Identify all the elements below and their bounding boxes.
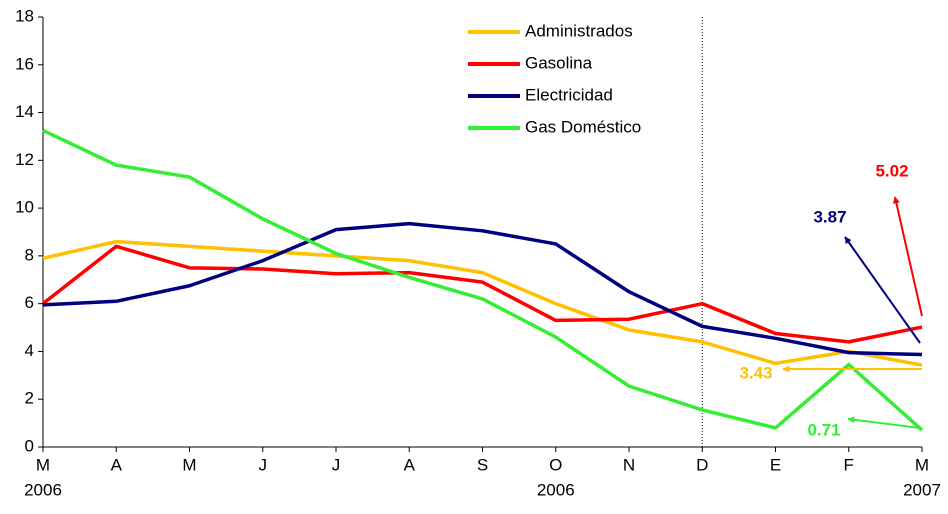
legend-label: Electricidad [525, 85, 613, 104]
series-line [42, 128, 924, 432]
y-tick-label: 10 [15, 198, 34, 217]
x-tick-label: N [623, 455, 635, 474]
legend-label: Gasolina [525, 53, 593, 72]
x-tick-label: J [259, 455, 268, 474]
annotation: 3.43 [739, 363, 772, 382]
annotation-arrow [844, 236, 921, 344]
x-tick-label: S [477, 455, 488, 474]
x-tick-label: D [696, 455, 708, 474]
x-tick-label: A [111, 455, 123, 474]
y-tick-label: 16 [15, 54, 34, 73]
annotation-arrow [892, 196, 923, 317]
annotation-arrow [847, 416, 921, 429]
x-tick-label: O [549, 455, 562, 474]
x-tick-label: M [36, 455, 50, 474]
annotation: 3.87 [813, 207, 846, 226]
y-tick-label: 18 [15, 6, 34, 25]
y-tick-label: 6 [25, 293, 34, 312]
annotation: 0.71 [807, 420, 840, 439]
y-tick-label: 2 [25, 389, 34, 408]
y-tick-label: 14 [15, 102, 34, 121]
series-line [42, 221, 923, 357]
year-label: 2007 [903, 480, 941, 499]
x-tick-label: E [770, 455, 781, 474]
x-tick-label: M [915, 455, 929, 474]
x-tick-label: A [404, 455, 416, 474]
y-tick-label: 12 [15, 150, 34, 169]
legend-label: Administrados [525, 21, 633, 40]
year-label: 2006 [24, 480, 62, 499]
y-tick-label: 0 [25, 436, 34, 455]
x-tick-label: M [182, 455, 196, 474]
y-tick-label: 8 [25, 245, 34, 264]
x-tick-label: J [332, 455, 341, 474]
x-tick-label: F [844, 455, 854, 474]
annotation: 5.02 [875, 161, 908, 180]
year-label: 2006 [537, 480, 575, 499]
y-tick-label: 4 [25, 341, 34, 360]
legend-label: Gas Doméstico [525, 117, 641, 136]
series-line [42, 239, 923, 367]
series-line [41, 244, 923, 344]
